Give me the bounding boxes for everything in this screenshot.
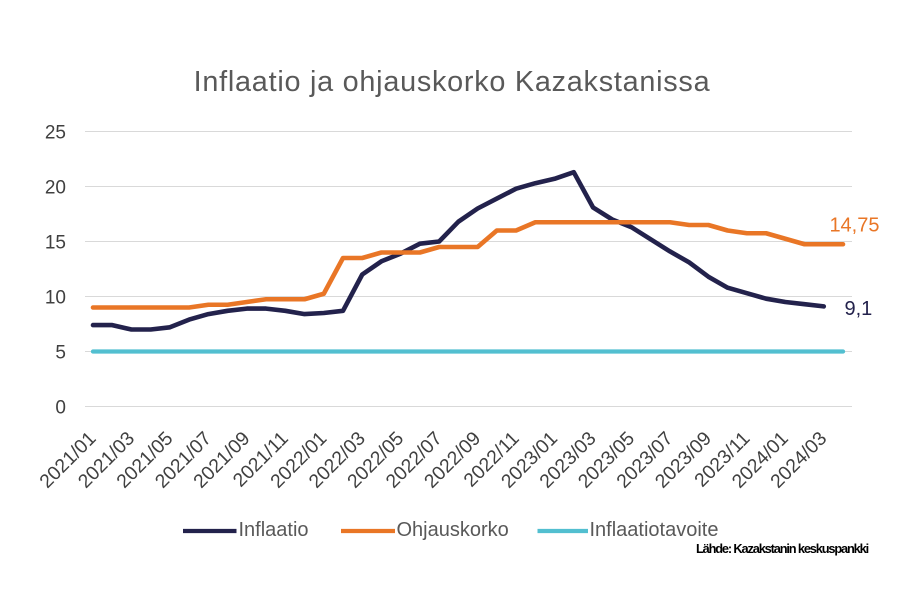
svg-text:0: 0 xyxy=(55,397,66,418)
svg-text:25: 25 xyxy=(45,122,66,143)
svg-text:Ohjauskorko: Ohjauskorko xyxy=(397,519,509,541)
svg-text:10: 10 xyxy=(45,287,66,308)
svg-text:5: 5 xyxy=(55,342,66,363)
svg-text:9,1: 9,1 xyxy=(845,298,873,320)
svg-text:Inflaatio: Inflaatio xyxy=(239,519,309,541)
svg-text:20: 20 xyxy=(45,177,66,198)
svg-text:Inflaatio ja ohjauskorko Kazak: Inflaatio ja ohjauskorko Kazakstanissa xyxy=(194,66,711,98)
svg-text:14,75: 14,75 xyxy=(829,215,879,237)
svg-text:Inflaatiotavoite: Inflaatiotavoite xyxy=(590,519,719,541)
svg-text:15: 15 xyxy=(45,232,66,253)
svg-text:Lähde: Kazakstanin keskuspankk: Lähde: Kazakstanin keskuspankki xyxy=(696,541,869,556)
